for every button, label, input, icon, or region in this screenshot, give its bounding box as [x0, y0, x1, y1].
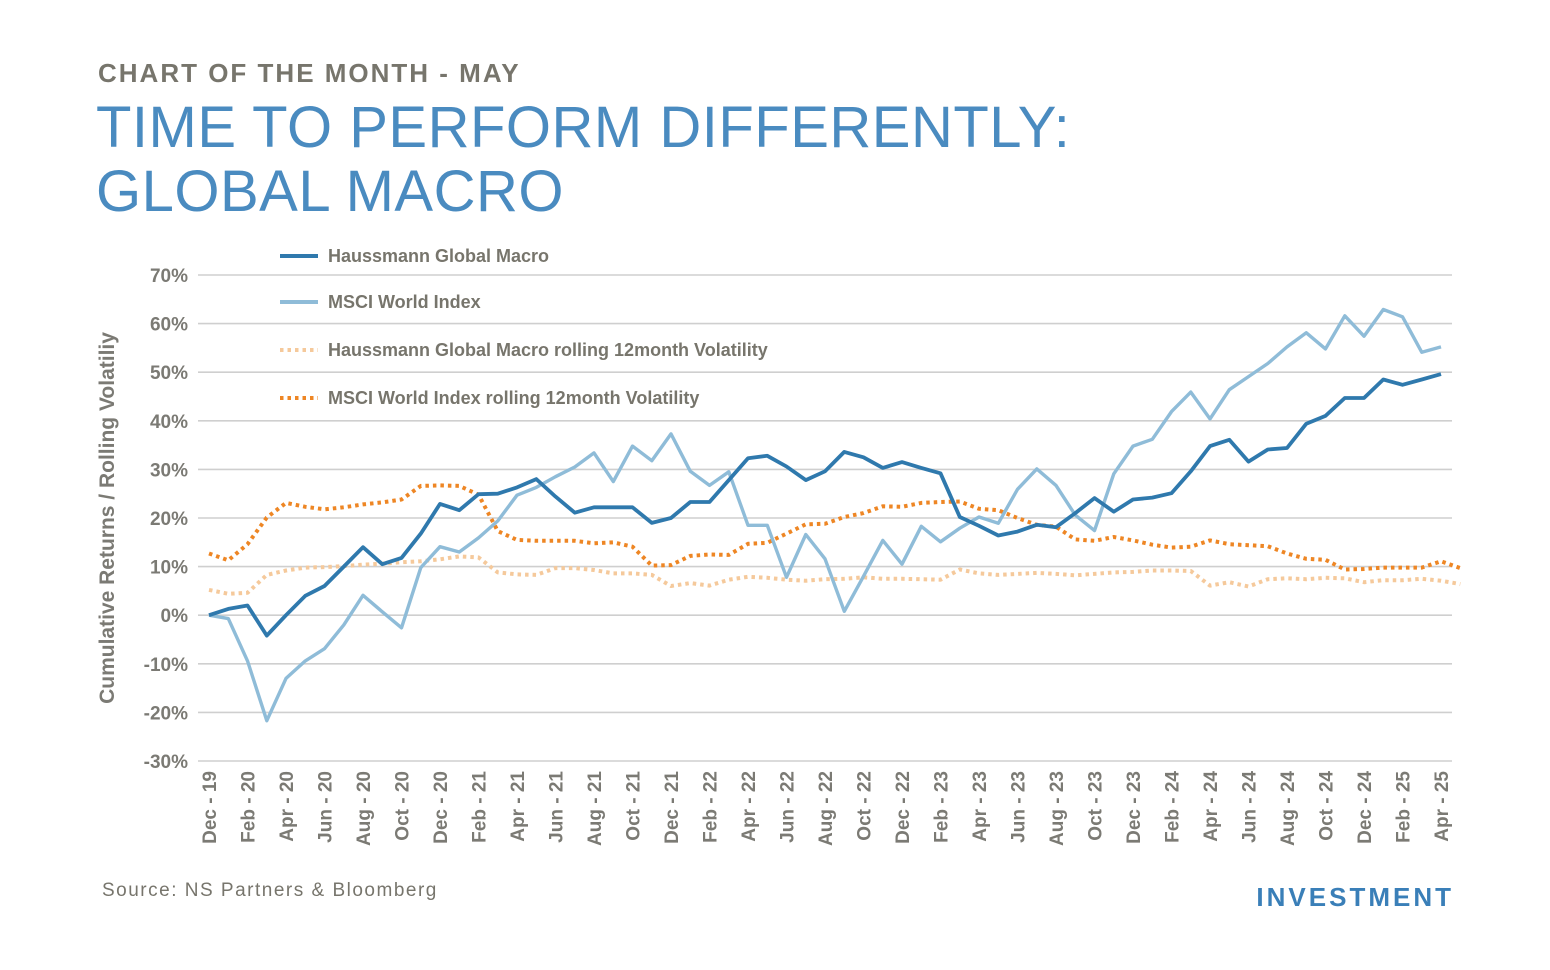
x-tick-label: Feb - 23 — [932, 771, 953, 843]
x-tick-label: Oct - 23 — [1086, 771, 1107, 841]
y-tick-label: 20% — [150, 509, 188, 530]
legend-label: Haussmann Global Macro — [328, 246, 549, 266]
x-tick-label: Dec - 19 — [200, 771, 221, 844]
series-line — [208, 307, 1442, 723]
y-tick-label: 30% — [150, 460, 188, 481]
x-tick-label: Dec - 21 — [662, 771, 683, 844]
x-tick-label: Jun - 23 — [1009, 771, 1030, 843]
brand-label: INVESTMENT — [1256, 882, 1454, 912]
x-tick-label: Aug - 20 — [354, 771, 375, 846]
x-tick-label: Aug - 21 — [585, 771, 606, 846]
x-tick-label: Aug - 22 — [816, 771, 837, 846]
x-tick-label: Aug - 23 — [1047, 771, 1068, 846]
x-tick-label: Jun - 20 — [316, 771, 337, 843]
x-tick-label: Oct - 22 — [855, 771, 876, 841]
y-tick-label: 70% — [150, 266, 188, 287]
x-tick-label: Dec - 23 — [1124, 771, 1145, 844]
x-tick-label: Feb - 21 — [470, 771, 491, 843]
x-tick-label: Jun - 21 — [547, 771, 568, 843]
x-tick-label: Apr - 23 — [970, 771, 991, 842]
x-tick-label: Apr - 22 — [739, 771, 760, 842]
x-tick-label: Aug - 24 — [1278, 771, 1299, 846]
legend-label: MSCI World Index rolling 12month Volatil… — [328, 388, 699, 408]
y-tick-label: 40% — [150, 412, 188, 433]
y-tick-label: 60% — [150, 315, 188, 336]
y-tick-label: 10% — [150, 558, 188, 579]
x-tick-label: Feb - 22 — [701, 771, 722, 843]
x-tick-label: Feb - 20 — [239, 771, 260, 843]
x-tick-label: Dec - 20 — [431, 771, 452, 844]
x-tick-label: Apr - 24 — [1201, 771, 1222, 842]
x-tick-label: Jun - 22 — [778, 771, 799, 843]
source-note: Source: NS Partners & Bloomberg — [102, 880, 438, 901]
chart-title-line-2: GLOBAL MACRO — [96, 159, 564, 224]
x-tick-label: Jun - 24 — [1240, 771, 1261, 843]
y-tick-label: 0% — [161, 606, 189, 627]
x-tick-label: Dec - 24 — [1355, 771, 1376, 844]
series-line — [208, 483, 1461, 572]
x-tick-label: Oct - 24 — [1317, 771, 1338, 841]
x-tick-label: Apr - 21 — [508, 771, 529, 842]
x-tick-label: Apr - 20 — [277, 771, 298, 842]
x-tick-label: Feb - 24 — [1163, 771, 1184, 843]
series-line — [208, 372, 1442, 638]
chart-kicker: CHART OF THE MONTH - MAY — [98, 58, 521, 88]
x-tick-label: Apr - 25 — [1432, 771, 1453, 842]
series-line — [208, 554, 1461, 596]
y-tick-label: 50% — [150, 363, 188, 384]
y-tick-label: -10% — [144, 655, 188, 676]
x-tick-label: Feb - 25 — [1394, 771, 1415, 843]
legend-label: MSCI World Index — [328, 292, 481, 312]
x-tick-label: Oct - 20 — [393, 771, 414, 841]
x-tick-label: Oct - 21 — [624, 771, 645, 841]
y-tick-label: -30% — [144, 752, 188, 773]
x-tick-label: Dec - 22 — [893, 771, 914, 844]
chart-title: TIME TO PERFORM DIFFERENTLY: GLOBAL MACR… — [96, 96, 1070, 224]
y-axis-label: Cumulative Returns / Rolling Volatiliy — [96, 332, 119, 704]
legend-label: Haussmann Global Macro rolling 12month V… — [328, 340, 768, 360]
chart-title-line-1: TIME TO PERFORM DIFFERENTLY: — [96, 95, 1071, 160]
y-tick-label: -20% — [144, 703, 188, 724]
